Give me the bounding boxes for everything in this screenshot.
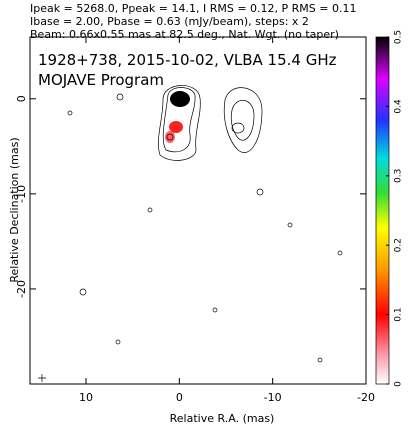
colorbar-tick-label: 0.5 [394,30,404,44]
map-subtitle: MOJAVE Program [38,71,164,89]
colorbar [375,36,390,385]
x-tick-label: 0 [176,391,183,404]
y-axis-label: Relative Declination (mas) [8,137,21,282]
y-tick-label: -20 [15,280,28,298]
x-axis-label: Relative R.A. (mas) [170,412,275,424]
colorbar-tick-label: 0 [394,381,404,387]
y-tick-label: 0 [15,95,28,102]
x-tick-label: 10 [79,391,93,404]
colorbar-tick-label: 0.2 [394,238,404,252]
header-line: Beam: 0.66x0.55 mas at 82.5 deg., Nat. W… [30,28,339,41]
colorbar-tick-label: 0.3 [394,169,404,183]
map-title: 1928+738, 2015-10-02, VLBA 15.4 GHz [38,51,337,69]
plot-frame [29,36,367,385]
colorbar-tick-label: 0.1 [394,307,404,321]
contours [38,85,343,382]
y-tick-label: -10 [15,185,28,203]
header-line: Ipeak = 5268.0, Ppeak = 14.1, I RMS = 0.… [30,2,357,15]
colorbar-tick-label: 0.4 [394,99,404,114]
x-tick-label: -20 [357,391,375,404]
x-tick-label: -10 [264,391,282,404]
header-line: Ibase = 2.00, Pbase = 0.63 (mJy/beam), s… [30,15,309,28]
